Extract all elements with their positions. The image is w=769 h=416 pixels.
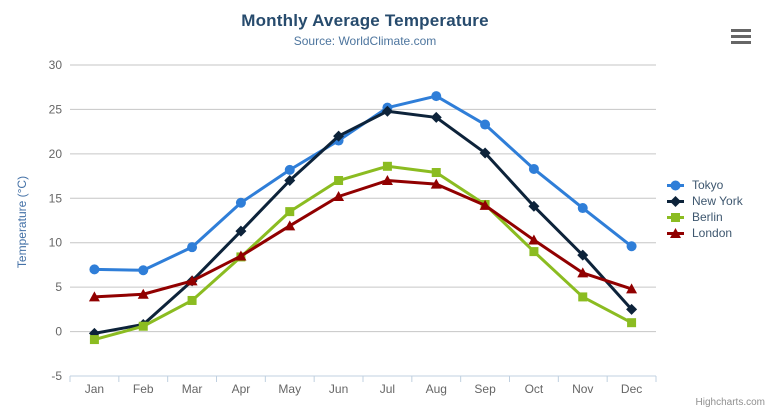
legend: Tokyo New York Berlin London <box>667 177 743 241</box>
marker-new-york-dec[interactable] <box>626 303 638 315</box>
x-axis-label-sep: Sep <box>474 382 496 396</box>
y-axis-label-10: 10 <box>49 236 63 250</box>
x-axis-label-jul: Jul <box>380 382 395 396</box>
marker-london-sep[interactable] <box>479 199 491 210</box>
marker-tokyo-jan[interactable] <box>89 264 100 275</box>
y-axis-label--5: -5 <box>51 369 62 383</box>
marker-tokyo-feb[interactable] <box>138 265 149 276</box>
x-axis-label-feb: Feb <box>133 382 154 396</box>
legend-circle-icon <box>667 180 684 190</box>
marker-tokyo-aug[interactable] <box>431 91 442 102</box>
legend-label: New York <box>692 194 743 208</box>
legend-diamond-icon <box>667 195 684 207</box>
marker-london-nov[interactable] <box>577 267 589 278</box>
marker-berlin-nov[interactable] <box>578 292 588 302</box>
legend-label: Tokyo <box>692 178 724 192</box>
marker-london-jun[interactable] <box>333 191 345 202</box>
x-axis-label-jun: Jun <box>329 382 348 396</box>
legend-symbol-marker[interactable] <box>670 195 681 207</box>
marker-new-york-jun[interactable] <box>333 130 345 142</box>
marker-tokyo-oct[interactable] <box>528 163 539 174</box>
x-axis-label-may: May <box>278 382 301 396</box>
legend-symbol-marker[interactable] <box>670 180 681 190</box>
marker-new-york-apr[interactable] <box>235 225 247 237</box>
marker-tokyo-sep[interactable] <box>480 119 491 130</box>
marker-london-may[interactable] <box>284 220 296 231</box>
series-new-york <box>88 105 638 339</box>
marker-london-feb[interactable] <box>137 288 149 299</box>
legend-square-icon <box>667 212 684 222</box>
marker-berlin-mar[interactable] <box>187 295 197 305</box>
marker-berlin-feb[interactable] <box>138 321 148 331</box>
marker-new-york-nov[interactable] <box>577 249 589 261</box>
legend-item-berlin[interactable]: Berlin <box>667 209 743 225</box>
marker-new-york-oct[interactable] <box>528 200 540 212</box>
legend-item-london[interactable]: London <box>667 225 743 241</box>
x-axis-label-jan: Jan <box>85 382 104 396</box>
marker-london-apr[interactable] <box>235 250 247 261</box>
marker-new-york-jul[interactable] <box>381 105 393 117</box>
marker-berlin-oct[interactable] <box>529 247 539 257</box>
marker-berlin-jul[interactable] <box>382 161 392 171</box>
marker-tokyo-nov[interactable] <box>577 203 588 214</box>
x-axis-label-dec: Dec <box>621 382 642 396</box>
marker-new-york-aug[interactable] <box>430 111 442 123</box>
marker-london-jan[interactable] <box>88 291 100 302</box>
x-axis-label-apr: Apr <box>232 382 251 396</box>
y-axis-label-5: 5 <box>55 280 62 294</box>
legend-item-new-york[interactable]: New York <box>667 193 743 209</box>
marker-tokyo-apr[interactable] <box>235 197 246 208</box>
chart-subtitle: Source: WorldClimate.com <box>293 34 437 48</box>
legend-label: Berlin <box>692 210 723 224</box>
x-axis-label-oct: Oct <box>525 382 544 396</box>
legend-item-tokyo[interactable]: Tokyo <box>667 177 743 193</box>
series-line-berlin[interactable] <box>92 164 634 342</box>
marker-london-jul[interactable] <box>381 175 393 186</box>
highcharts-credit-link[interactable]: Highcharts.com <box>695 397 765 408</box>
marker-tokyo-may[interactable] <box>284 164 295 175</box>
y-axis-title: Temperature (°C) <box>15 175 29 269</box>
chart-title: Monthly Average Temperature <box>241 11 489 30</box>
marker-berlin-dec[interactable] <box>627 318 637 328</box>
marker-berlin-may[interactable] <box>285 207 295 217</box>
marker-berlin-jan[interactable] <box>89 335 99 345</box>
hamburger-icon <box>731 28 751 32</box>
series-tokyo <box>89 91 637 276</box>
marker-tokyo-dec[interactable] <box>626 241 637 252</box>
marker-berlin-aug[interactable] <box>431 168 441 178</box>
series-london <box>88 175 638 302</box>
export-menu-button[interactable] <box>727 16 755 40</box>
marker-london-oct[interactable] <box>528 234 540 245</box>
y-axis-label-30: 30 <box>49 58 63 72</box>
marker-london-mar[interactable] <box>186 275 198 286</box>
x-axis-label-nov: Nov <box>572 382 593 396</box>
legend-symbol-marker[interactable] <box>671 212 680 222</box>
x-axis-label-aug: Aug <box>426 382 447 396</box>
marker-tokyo-mar[interactable] <box>187 242 198 253</box>
legend-symbol-marker[interactable] <box>670 227 681 238</box>
legend-label: London <box>692 226 733 240</box>
y-axis-label-20: 20 <box>49 147 63 161</box>
x-axis-label-mar: Mar <box>182 382 203 396</box>
y-axis-label-15: 15 <box>49 191 63 205</box>
y-axis-label-25: 25 <box>49 102 63 116</box>
marker-london-aug[interactable] <box>430 178 442 189</box>
marker-new-york-may[interactable] <box>284 175 296 187</box>
marker-new-york-sep[interactable] <box>479 147 491 159</box>
marker-berlin-jun[interactable] <box>334 176 344 186</box>
marker-london-dec[interactable] <box>626 283 638 294</box>
y-axis-label-0: 0 <box>55 325 62 339</box>
series-line-new-york[interactable] <box>92 109 634 335</box>
series-line-london[interactable] <box>92 179 634 299</box>
legend-triangle-icon <box>667 227 684 238</box>
